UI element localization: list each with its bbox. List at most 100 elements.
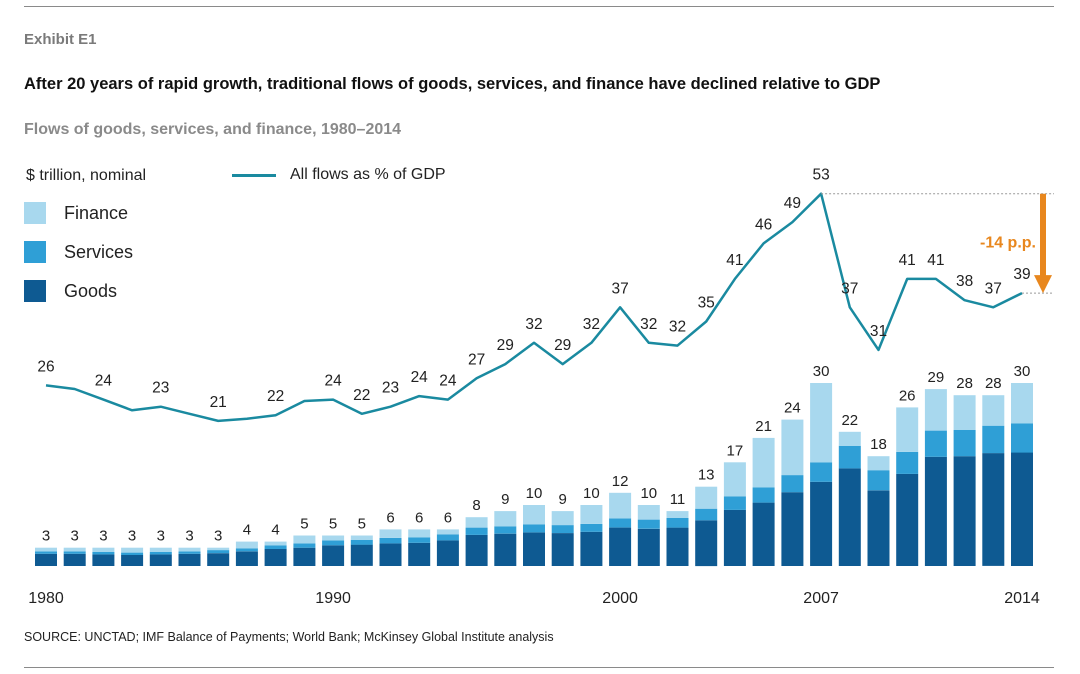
bar-total-label-2013: 28 bbox=[985, 375, 1002, 392]
line-point-label-1986: 21 bbox=[210, 394, 227, 411]
line-all-flows-gdp bbox=[45, 192, 1023, 423]
line-point-label-2000: 37 bbox=[611, 280, 628, 297]
bar-finance-1998 bbox=[551, 511, 574, 526]
bar-services-1988 bbox=[264, 545, 287, 549]
bar-finance-2011 bbox=[924, 389, 947, 431]
bar-total-label-1999: 10 bbox=[583, 485, 600, 502]
bar-finance-1996 bbox=[494, 511, 517, 527]
line-point-label-1998: 29 bbox=[554, 337, 571, 354]
bar-total-label-1982: 3 bbox=[99, 528, 107, 545]
bar-services-2013 bbox=[982, 425, 1005, 454]
bar-finance-2004 bbox=[723, 462, 746, 497]
bar-services-2005 bbox=[752, 487, 775, 503]
bar-goods-1981 bbox=[63, 553, 86, 566]
bar-finance-1980 bbox=[35, 547, 57, 552]
bar-services-1997 bbox=[523, 524, 545, 533]
bar-finance-2009 bbox=[867, 456, 890, 471]
bar-services-2011 bbox=[924, 430, 947, 457]
bar-total-label-1987: 4 bbox=[243, 522, 251, 539]
bar-legend: Finance Services Goods bbox=[24, 202, 133, 319]
bar-services-2009 bbox=[867, 470, 890, 491]
bar-finance-1999 bbox=[580, 505, 603, 524]
bar-services-2001 bbox=[637, 519, 660, 529]
bar-total-label-2005: 21 bbox=[755, 418, 772, 435]
bar-goods-1983 bbox=[121, 555, 144, 566]
bar-total-label-1993: 6 bbox=[415, 509, 423, 526]
bar-services-1980 bbox=[35, 551, 57, 554]
bar-total-label-1988: 4 bbox=[271, 522, 279, 539]
bar-total-label-2009: 18 bbox=[870, 436, 887, 453]
line-point-label-1982: 24 bbox=[95, 373, 113, 390]
bar-services-1994 bbox=[436, 534, 459, 541]
bar-total-label-1995: 8 bbox=[472, 497, 480, 514]
bar-finance-2013 bbox=[982, 395, 1005, 426]
line-legend: All flows as % of GDP bbox=[232, 166, 446, 184]
bar-services-1996 bbox=[494, 526, 517, 534]
bar-finance-2008 bbox=[838, 431, 861, 446]
bar-goods-2013 bbox=[982, 453, 1005, 566]
bar-goods-1992 bbox=[379, 543, 402, 566]
line-point-label-1988: 22 bbox=[267, 388, 284, 405]
bar-finance-1992 bbox=[379, 529, 402, 538]
bar-total-label-2014: 30 bbox=[1014, 363, 1031, 380]
bar-services-2004 bbox=[723, 496, 746, 510]
units-label: $ trillion, nominal bbox=[26, 167, 147, 184]
bar-finance-1986 bbox=[207, 547, 230, 551]
bar-total-label-1985: 3 bbox=[185, 528, 193, 545]
bar-total-label-1997: 10 bbox=[526, 485, 543, 502]
line-point-label-2004: 41 bbox=[726, 252, 743, 269]
bar-services-1984 bbox=[149, 552, 172, 555]
bar-total-label-2000: 12 bbox=[612, 473, 629, 490]
annotation-label: -14 p.p. bbox=[980, 235, 1036, 252]
bar-goods-2005 bbox=[752, 502, 775, 566]
line-legend-swatch bbox=[232, 173, 276, 177]
bar-services-2012 bbox=[953, 430, 976, 457]
bar-finance-1989 bbox=[293, 535, 316, 544]
bar-total-label-1994: 6 bbox=[444, 509, 452, 526]
x-tick-label-1980: 1980 bbox=[28, 590, 64, 607]
bar-total-label-2004: 17 bbox=[727, 442, 744, 459]
annotation-arrow-head bbox=[1034, 275, 1052, 294]
bar-services-1989 bbox=[293, 543, 316, 548]
line-point-label-2010: 41 bbox=[899, 252, 916, 269]
exhibit-label: Exhibit E1 bbox=[24, 31, 97, 48]
line-point-label-2002: 32 bbox=[669, 319, 686, 336]
bar-finance-2005 bbox=[752, 437, 775, 488]
line-point-label-1992: 23 bbox=[382, 380, 399, 397]
line-point-label-1984: 23 bbox=[152, 380, 169, 397]
bar-goods-1980 bbox=[35, 553, 57, 566]
bar-services-1998 bbox=[551, 525, 574, 533]
bar-goods-2007 bbox=[810, 481, 833, 566]
bar-goods-2011 bbox=[924, 456, 947, 566]
top-rule bbox=[24, 6, 1054, 7]
bar-finance-2001 bbox=[637, 505, 660, 520]
legend-item-services: Services bbox=[24, 241, 133, 263]
x-tick-label-1990: 1990 bbox=[315, 590, 351, 607]
bar-goods-1994 bbox=[436, 540, 459, 566]
x-tick-label-2000: 2000 bbox=[602, 590, 638, 607]
bar-total-label-1991: 5 bbox=[358, 516, 366, 533]
line-point-label-2003: 35 bbox=[698, 295, 715, 312]
bar-goods-2003 bbox=[695, 520, 718, 567]
line-point-label-2014: 39 bbox=[1013, 266, 1030, 283]
bar-total-label-1981: 3 bbox=[71, 528, 79, 545]
legend-label-finance: Finance bbox=[64, 202, 129, 223]
line-point-label-1996: 29 bbox=[497, 337, 514, 354]
bar-services-2003 bbox=[695, 508, 718, 521]
bar-finance-1990 bbox=[322, 535, 345, 541]
bar-finance-2007 bbox=[810, 383, 833, 463]
legend-item-finance: Finance bbox=[24, 202, 133, 224]
line-point-label-2013: 37 bbox=[985, 280, 1002, 297]
chart-subtitle: Flows of goods, services, and finance, 1… bbox=[24, 121, 402, 138]
bar-total-label-1984: 3 bbox=[157, 528, 165, 545]
bar-goods-1997 bbox=[523, 532, 545, 566]
bar-finance-1988 bbox=[264, 541, 287, 546]
bar-services-2000 bbox=[609, 518, 632, 528]
line-point-label-1990: 24 bbox=[324, 373, 342, 390]
bar-total-label-2011: 29 bbox=[928, 369, 945, 386]
line-point-label-2009: 31 bbox=[870, 323, 887, 340]
bar-total-label-1983: 3 bbox=[128, 528, 136, 545]
line-point-label-2007: 53 bbox=[812, 167, 829, 184]
bar-services-1982 bbox=[92, 552, 115, 555]
